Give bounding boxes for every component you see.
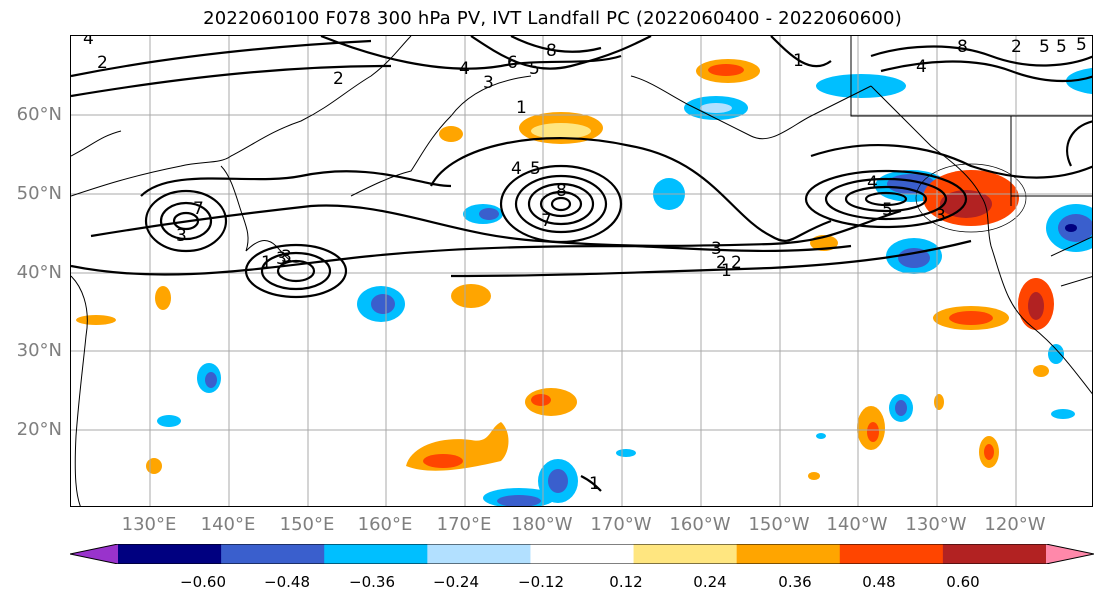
contour-label: 3 [281, 247, 292, 267]
contour-label: 4 [83, 36, 94, 49]
colorbar-tick-label: −0.36 [349, 573, 395, 591]
contour-label: 8 [957, 37, 968, 57]
contour-label: 1 [793, 51, 804, 71]
lon-label: 170°W [590, 514, 652, 535]
contour-label: 6 [507, 53, 518, 73]
contour-label: 5 [530, 159, 541, 179]
lon-label: 130°W [905, 514, 967, 535]
lat-label: 40°N [16, 262, 62, 283]
contour-label: 1 [721, 261, 732, 281]
contour-label: 7 [193, 199, 204, 219]
contour-label: 2 [731, 253, 742, 273]
contour-label: 5 [529, 59, 540, 79]
colorbar-bin [530, 544, 635, 564]
map-title: 2022060100 F078 300 hPa PV, IVT Landfall… [203, 8, 902, 29]
lon-label: 180°W [511, 514, 573, 535]
colorbar-tick-label: −0.12 [518, 573, 564, 591]
contour-label: 5 [1056, 37, 1067, 57]
contour-label: 2 [333, 69, 344, 89]
colorbar-tick-label: 0.60 [946, 573, 980, 591]
contour-label: 4 [916, 57, 927, 77]
contour-label: 5 [1076, 36, 1087, 55]
contour-label: 2 [716, 253, 727, 273]
colorbar-tick-label: −0.24 [433, 573, 479, 591]
contour-label: 1 [261, 253, 272, 273]
contour-label: 7 [541, 211, 552, 231]
pv-contours [71, 36, 1092, 492]
lon-label: 130°E [121, 514, 177, 535]
colorbar-bin [736, 544, 841, 564]
colorbar-bin [221, 544, 325, 564]
contour-label: 4 [867, 173, 878, 193]
contour-label: 8 [546, 41, 557, 61]
contour-label: 3 [483, 73, 494, 93]
lon-label: 150°E [279, 514, 335, 535]
colorbar-bin [427, 544, 531, 564]
colorbar-left-arrow [70, 544, 118, 564]
contour-labels: 4 2 2 8 4 3 6 5 1 2 5 5 4 8 3 1 7 3 2 1 … [83, 36, 1087, 494]
contour-label: 3 [176, 226, 187, 246]
colorbar-tick-label: 0.24 [693, 573, 727, 591]
colorbar-right-arrow [1046, 544, 1094, 564]
contour-label: 5 [1039, 37, 1050, 57]
lon-label: 170°E [436, 514, 492, 535]
lon-label: 140°E [200, 514, 256, 535]
contour-label: 2 [97, 53, 108, 73]
contour-label: 4 [459, 59, 470, 79]
lat-label: 50°N [16, 183, 62, 204]
pv-shading [76, 59, 1092, 506]
contour-label: 5 [882, 200, 893, 220]
contour-label: 4 [511, 159, 522, 179]
colorbar-bin [324, 544, 428, 564]
colorbar-bin [118, 544, 222, 564]
colorbar-bin [942, 544, 1047, 564]
contour-label: 2 [1011, 37, 1022, 57]
lon-label: 150°W [748, 514, 810, 535]
lon-label: 120°W [984, 514, 1046, 535]
colorbar [70, 544, 1094, 564]
colorbar-bins [118, 544, 1047, 564]
map-canvas: 4 2 2 8 4 3 6 5 1 2 5 5 4 8 3 1 7 3 2 1 … [71, 36, 1092, 506]
lat-label: 60°N [16, 104, 62, 125]
colorbar-tick-label: −0.48 [264, 573, 310, 591]
lon-label: 160°W [669, 514, 731, 535]
contour-label: 8 [556, 181, 567, 201]
contour-label: 3 [935, 206, 946, 226]
colorbar-tick-label: 0.48 [862, 573, 896, 591]
colorbar-bin [633, 544, 738, 564]
colorbar-bin [839, 544, 944, 564]
map-panel: 4 2 2 8 4 3 6 5 1 2 5 5 4 8 3 1 7 3 2 1 … [70, 35, 1093, 507]
contour-label: 3 [276, 249, 287, 269]
colorbar-tick-label: 0.12 [609, 573, 643, 591]
lon-label: 160°E [357, 514, 413, 535]
colorbar-tick-label: 0.36 [778, 573, 812, 591]
coastlines [71, 36, 1092, 506]
lat-label: 30°N [16, 340, 62, 361]
lon-label: 140°W [826, 514, 888, 535]
contour-label: 1 [589, 474, 600, 494]
colorbar-tick-label: −0.60 [180, 573, 226, 591]
lat-label: 20°N [16, 419, 62, 440]
contour-label: 3 [711, 239, 722, 259]
contour-label: 1 [516, 98, 527, 118]
